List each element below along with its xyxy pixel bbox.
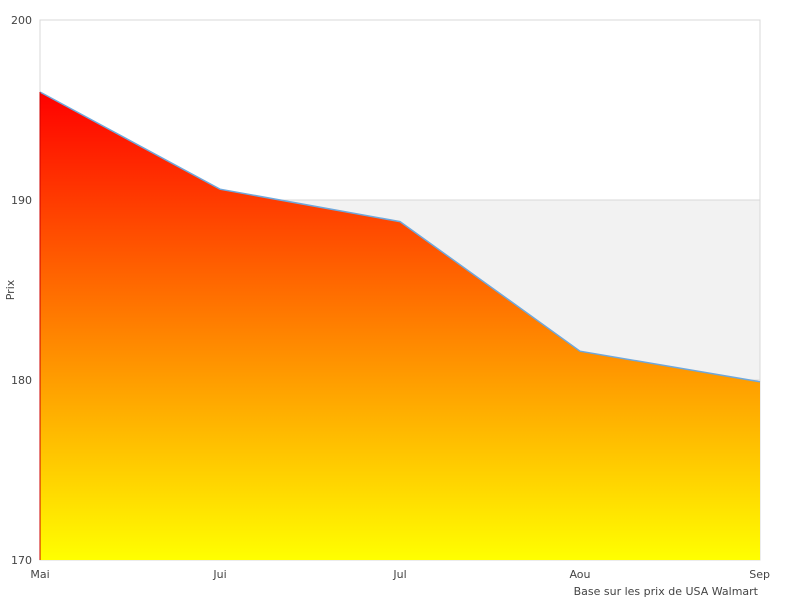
y-tick-label: 200 [11,14,32,27]
x-tick-label: Jul [392,568,406,581]
x-tick-label: Jui [212,568,226,581]
x-tick-label: Mai [30,568,49,581]
y-tick-label: 190 [11,194,32,207]
x-axis-ticks: Mai Jui Jul Aou Sep [30,568,770,581]
source-note: Base sur les prix de USA Walmart [574,585,759,598]
series-line [39,91,761,383]
y-axis-ticks: 170 180 190 200 [11,14,32,567]
y-axis-title: Prix [4,279,17,300]
x-tick-label: Aou [569,568,590,581]
x-tick-label: Sep [749,568,770,581]
y-tick-label: 180 [11,374,32,387]
area-fill [40,92,760,560]
y-tick-label: 170 [11,554,32,567]
